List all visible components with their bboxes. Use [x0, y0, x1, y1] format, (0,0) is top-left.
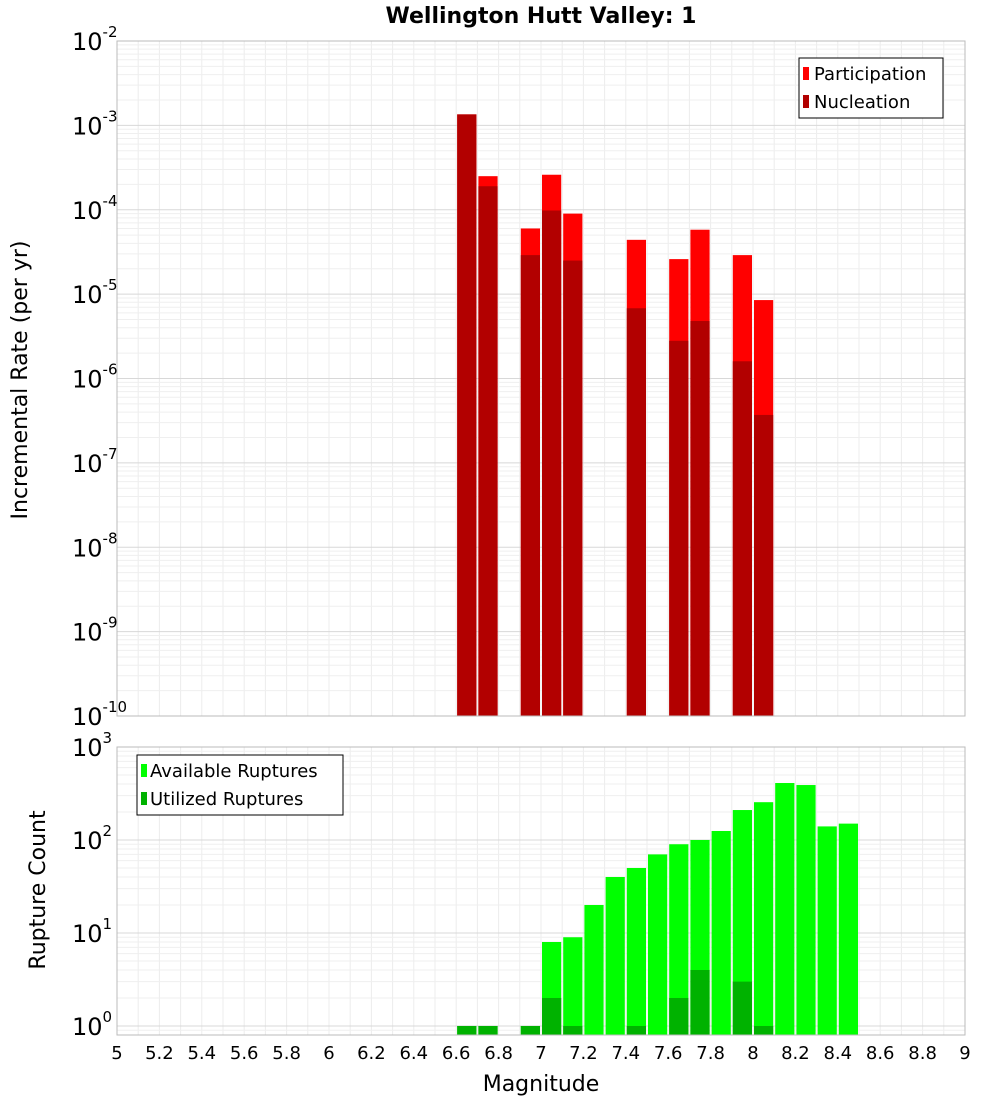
top-bar-nucleation: [690, 321, 710, 716]
legend-label-participation: Participation: [814, 64, 926, 85]
top-bar-nucleation: [520, 255, 540, 716]
top-plot-bars: [457, 114, 774, 717]
top-y-tick-label: 10-4: [72, 192, 118, 225]
x-tick-label: 5.2: [145, 1043, 174, 1064]
bottom-bar-utilized-ruptures: [690, 969, 710, 1035]
x-tick-label: 7.8: [696, 1043, 725, 1064]
legend-swatch-available-ruptures: [141, 764, 147, 777]
bottom-bar-utilized-ruptures: [542, 997, 562, 1035]
x-tick-label: 8.6: [866, 1043, 895, 1064]
bottom-legend: Available Ruptures Utilized Ruptures: [136, 754, 344, 816]
bottom-bar-available-ruptures: [605, 877, 625, 1035]
x-tick-label: 6.4: [399, 1043, 428, 1064]
x-tick-label: 8.4: [823, 1043, 852, 1064]
bottom-bar-available-ruptures: [732, 810, 752, 1035]
x-tick-label: 7: [535, 1043, 546, 1064]
top-bar-nucleation: [732, 361, 752, 716]
top-bar-nucleation: [542, 210, 562, 716]
top-y-tick-label: 10-10: [72, 698, 127, 731]
top-y-tick-label: 10-8: [72, 529, 118, 562]
legend-label-nucleation: Nucleation: [814, 92, 910, 113]
x-tick-label: 8: [747, 1043, 758, 1064]
bottom-bar-utilized-ruptures: [563, 1025, 583, 1035]
bottom-y-tick-labels: 103 102 101 100: [72, 729, 112, 1041]
bottom-y-axis-title: Rupture Count: [26, 810, 51, 970]
top-y-tick-labels: 10-2 10-3 10-4 10-5 10-6 10-7 10-8 10-9 10-10: [72, 23, 127, 731]
bottom-bar-utilized-ruptures: [457, 1025, 477, 1035]
bottom-bar-utilized-ruptures: [520, 1025, 540, 1035]
x-tick-label: 8.2: [781, 1043, 810, 1064]
x-tick-label: 6.2: [357, 1043, 386, 1064]
bottom-y-tick-label: 100: [72, 1008, 112, 1041]
legend-label-utilized-ruptures: Utilized Ruptures: [150, 789, 303, 810]
top-legend: Participation Nucleation: [798, 57, 944, 119]
x-tick-label: 7.4: [611, 1043, 640, 1064]
x-tick-label: 5.6: [230, 1043, 259, 1064]
legend-label-available-ruptures: Available Ruptures: [150, 761, 318, 782]
bottom-legend-box: [136, 754, 344, 816]
top-y-axis-title: Incremental Rate (per yr): [8, 241, 33, 520]
x-tick-label: 8.8: [908, 1043, 937, 1064]
bottom-plot-frame: [116, 746, 966, 1036]
bottom-bar-available-ruptures: [648, 854, 668, 1035]
x-tick-label: 5.4: [187, 1043, 216, 1064]
top-plot-frame: [116, 40, 966, 717]
bottom-bar-available-ruptures: [796, 785, 816, 1035]
legend-swatch-participation: [803, 67, 809, 80]
bottom-bar-available-ruptures: [626, 867, 646, 1035]
bottom-plot-bars: [457, 783, 858, 1035]
top-y-tick-label: 10-9: [72, 614, 118, 647]
bottom-bar-available-ruptures: [817, 826, 837, 1035]
bottom-bar-available-ruptures: [711, 830, 731, 1035]
top-legend-box: [798, 57, 944, 119]
top-y-tick-label: 10-7: [72, 445, 118, 478]
bottom-bar-available-ruptures: [775, 783, 795, 1035]
top-bar-nucleation: [563, 260, 583, 716]
bottom-bar-available-ruptures: [584, 904, 604, 1035]
legend-swatch-utilized-ruptures: [141, 792, 147, 805]
bottom-bar-utilized-ruptures: [478, 1025, 498, 1035]
bottom-bar-utilized-ruptures: [754, 1025, 774, 1035]
x-tick-label: 7.6: [654, 1043, 683, 1064]
bottom-y-tick-label: 101: [72, 915, 112, 948]
x-tick-label: 7.2: [569, 1043, 598, 1064]
bottom-bar-utilized-ruptures: [626, 1025, 646, 1035]
bottom-y-tick-label: 102: [72, 822, 112, 855]
top-bar-nucleation: [754, 414, 774, 716]
top-bar-nucleation: [478, 186, 498, 716]
top-bar-nucleation: [457, 114, 477, 716]
x-tick-label: 6: [323, 1043, 334, 1064]
bottom-bar-available-ruptures: [669, 844, 689, 1035]
top-bar-nucleation: [626, 308, 646, 716]
x-tick-label: 6.8: [484, 1043, 513, 1064]
x-tick-label: 5.8: [272, 1043, 301, 1064]
x-tick-label: 9: [959, 1043, 970, 1064]
x-tick-label: 5: [111, 1043, 122, 1064]
bottom-y-tick-label: 103: [72, 729, 112, 762]
x-axis-title: Magnitude: [483, 1072, 600, 1097]
x-tick-labels: 5 5.2 5.4 5.6 5.8 6 6.2 6.4 6.6 6.8 7 7.2 7.4 7.6 7.8 8…: [111, 1043, 970, 1064]
top-bar-nucleation: [669, 340, 689, 716]
chart-title: Wellington Hutt Valley: 1: [386, 4, 697, 29]
bottom-bar-utilized-ruptures: [732, 981, 752, 1035]
top-y-tick-label: 10-3: [72, 107, 118, 140]
x-tick-label: 6.6: [442, 1043, 471, 1064]
bottom-bar-available-ruptures: [754, 802, 774, 1035]
bottom-bar-utilized-ruptures: [669, 997, 689, 1035]
top-y-tick-label: 10-2: [72, 23, 118, 56]
top-y-tick-label: 10-5: [72, 276, 118, 309]
top-plot-grid: [117, 41, 965, 717]
bottom-bar-available-ruptures: [563, 937, 583, 1035]
legend-swatch-nucleation: [803, 95, 809, 108]
bottom-bar-available-ruptures: [838, 823, 858, 1035]
top-y-tick-label: 10-6: [72, 361, 118, 394]
